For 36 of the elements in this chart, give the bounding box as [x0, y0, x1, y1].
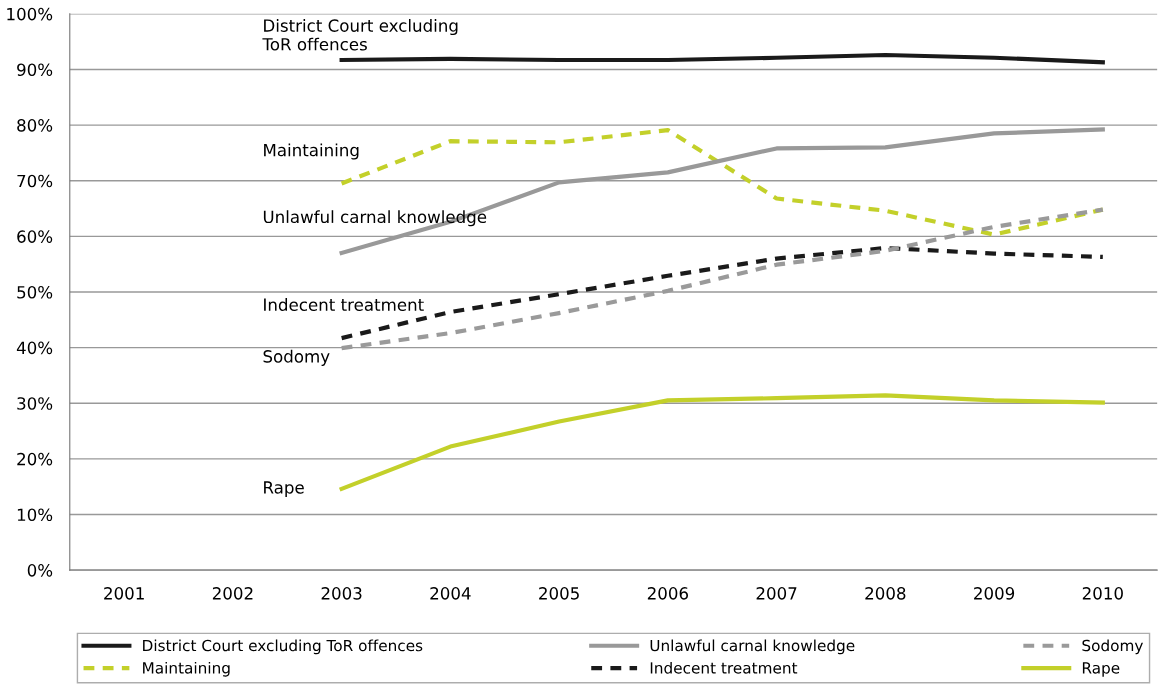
x-tick-label: 2008	[865, 587, 906, 600]
annotation: Sodomy	[263, 349, 330, 366]
x-tick-label: 2007	[756, 587, 797, 600]
y-tick-label: 80%	[17, 119, 53, 132]
annotation: Maintaining	[264, 143, 359, 160]
x-tick-label: 2002	[212, 587, 253, 600]
x-tick-label: 2009	[974, 587, 1015, 600]
y-tick-label: 40%	[16, 341, 53, 355]
legend-label: Rape	[1082, 662, 1120, 677]
annotation: Indecent treatment	[264, 298, 424, 312]
y-tick-label: 20%	[17, 452, 53, 466]
x-tick-label: 2004	[430, 587, 471, 600]
y-tick-label: 50%	[17, 285, 53, 299]
annotation: Rape	[264, 481, 304, 497]
annotation: Unlawful carnal knowledge	[263, 210, 487, 227]
legend-label: Unlawful carnal knowledge	[650, 639, 855, 655]
line-series	[339, 393, 1105, 491]
y-tick-label: 60%	[17, 230, 53, 243]
x-tick-label: 2005	[539, 587, 579, 600]
x-tick-label: 2010	[1082, 587, 1123, 600]
legend-label: Sodomy	[1082, 639, 1143, 655]
y-tick-label: 70%	[17, 174, 53, 188]
legend-label: Indecent treatment	[650, 661, 798, 674]
y-tick-label: 90%	[17, 63, 53, 77]
y-tick-label: 100%	[7, 7, 53, 21]
x-tick-label: 2006	[647, 587, 689, 600]
annotation: District Court excluding ToR offences	[262, 18, 458, 51]
x-tick-label: 2003	[321, 587, 362, 600]
legend-label: District Court excluding ToR offences	[143, 639, 423, 655]
y-tick-label: 30%	[17, 397, 53, 410]
line-series	[339, 52, 1105, 65]
line-series	[339, 245, 1105, 341]
y-tick-label: 10%	[17, 508, 53, 522]
legend-label: Maintaining	[143, 661, 230, 677]
x-tick-label: 2001	[104, 587, 144, 600]
y-tick-label: 0%	[27, 564, 53, 577]
